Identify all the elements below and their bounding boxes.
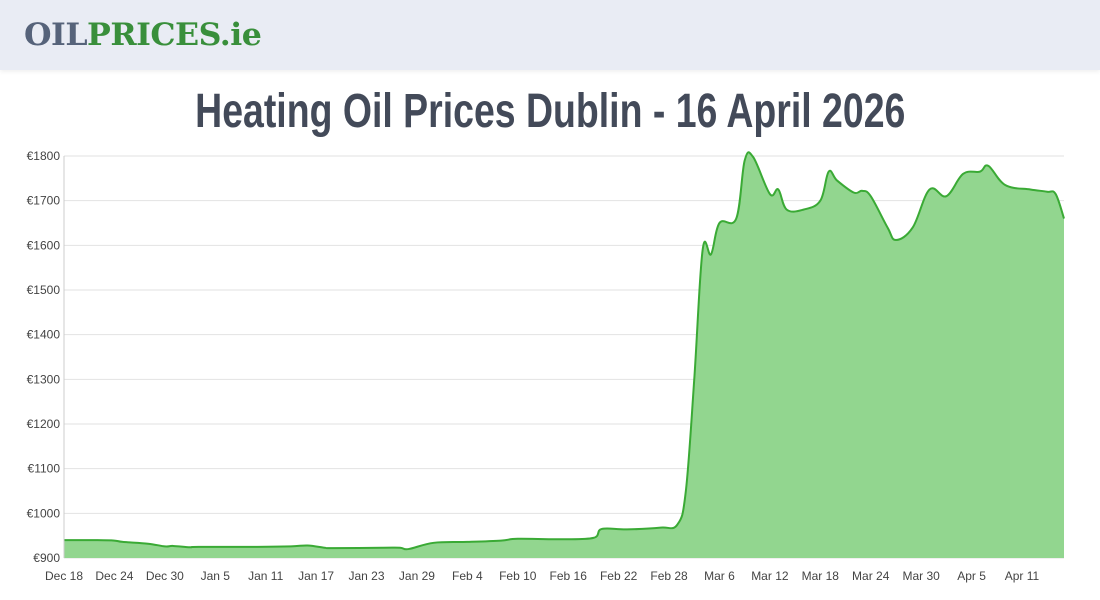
x-tick-label: Mar 24 [852, 569, 890, 583]
y-tick-label: €1200 [27, 417, 61, 431]
y-tick-label: €1600 [27, 238, 61, 252]
x-tick-label: Apr 5 [957, 569, 986, 583]
y-tick-label: €1000 [27, 506, 61, 520]
site-header: OILPRICES.ie [0, 0, 1100, 70]
x-tick-label: Feb 10 [499, 569, 537, 583]
x-tick-label: Mar 12 [751, 569, 789, 583]
x-tick-label: Mar 30 [902, 569, 940, 583]
x-tick-label: Dec 30 [146, 569, 184, 583]
x-tick-label: Feb 28 [650, 569, 688, 583]
y-tick-label: €1300 [27, 372, 61, 386]
logo-prices: PRICES.ie [87, 17, 262, 53]
x-tick-label: Apr 11 [1005, 569, 1040, 583]
y-tick-label: €1400 [27, 328, 61, 342]
page-title: Heating Oil Prices Dublin - 16 April 202… [0, 84, 1100, 139]
y-tick-label: €900 [33, 551, 60, 565]
x-tick-label: Dec 24 [95, 569, 133, 583]
y-tick-label: €1500 [27, 283, 61, 297]
x-tick-label: Feb 16 [550, 569, 588, 583]
x-tick-label: Jan 11 [248, 569, 283, 583]
logo-oil: OIL [24, 17, 88, 53]
x-tick-label: Jan 5 [201, 569, 231, 583]
site-logo[interactable]: OILPRICES.ie [24, 17, 262, 53]
x-tick-label: Feb 22 [600, 569, 638, 583]
x-tick-label: Feb 4 [452, 569, 483, 583]
x-tick-label: Jan 17 [298, 569, 334, 583]
y-tick-label: €1800 [27, 149, 61, 163]
x-tick-label: Jan 29 [399, 569, 435, 583]
price-line [63, 151, 1065, 551]
price-area [64, 152, 1064, 558]
x-tick-label: Mar 18 [802, 569, 840, 583]
x-tick-label: Jan 23 [349, 569, 385, 583]
x-tick-label: Mar 6 [704, 569, 735, 583]
y-tick-label: €1700 [27, 194, 61, 208]
x-tick-label: Dec 18 [45, 569, 83, 583]
y-tick-label: €1100 [28, 462, 61, 476]
page-title-text: Heating Oil Prices Dublin - 16 April 202… [194, 85, 906, 138]
